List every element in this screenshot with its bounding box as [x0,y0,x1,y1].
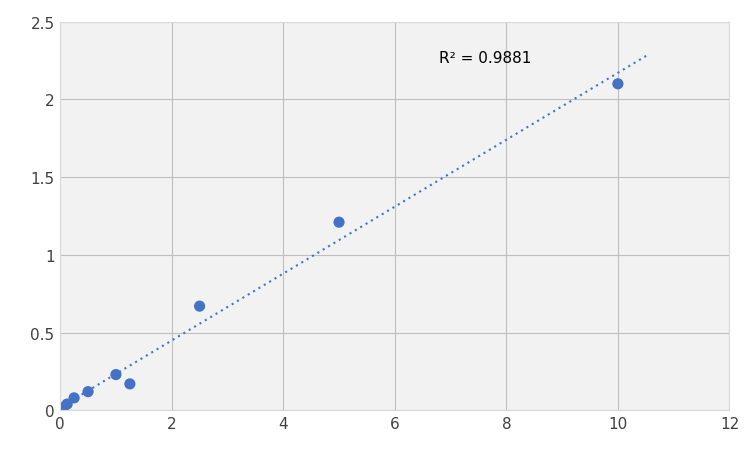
Point [124,381,136,388]
Point [333,219,345,226]
Point [193,303,205,310]
Point [110,371,122,378]
Point [82,388,94,396]
Point [61,400,73,408]
Text: R² = 0.9881: R² = 0.9881 [439,51,532,66]
Point [68,394,80,401]
Point [612,81,624,88]
Point [54,407,66,414]
Point [58,404,70,411]
